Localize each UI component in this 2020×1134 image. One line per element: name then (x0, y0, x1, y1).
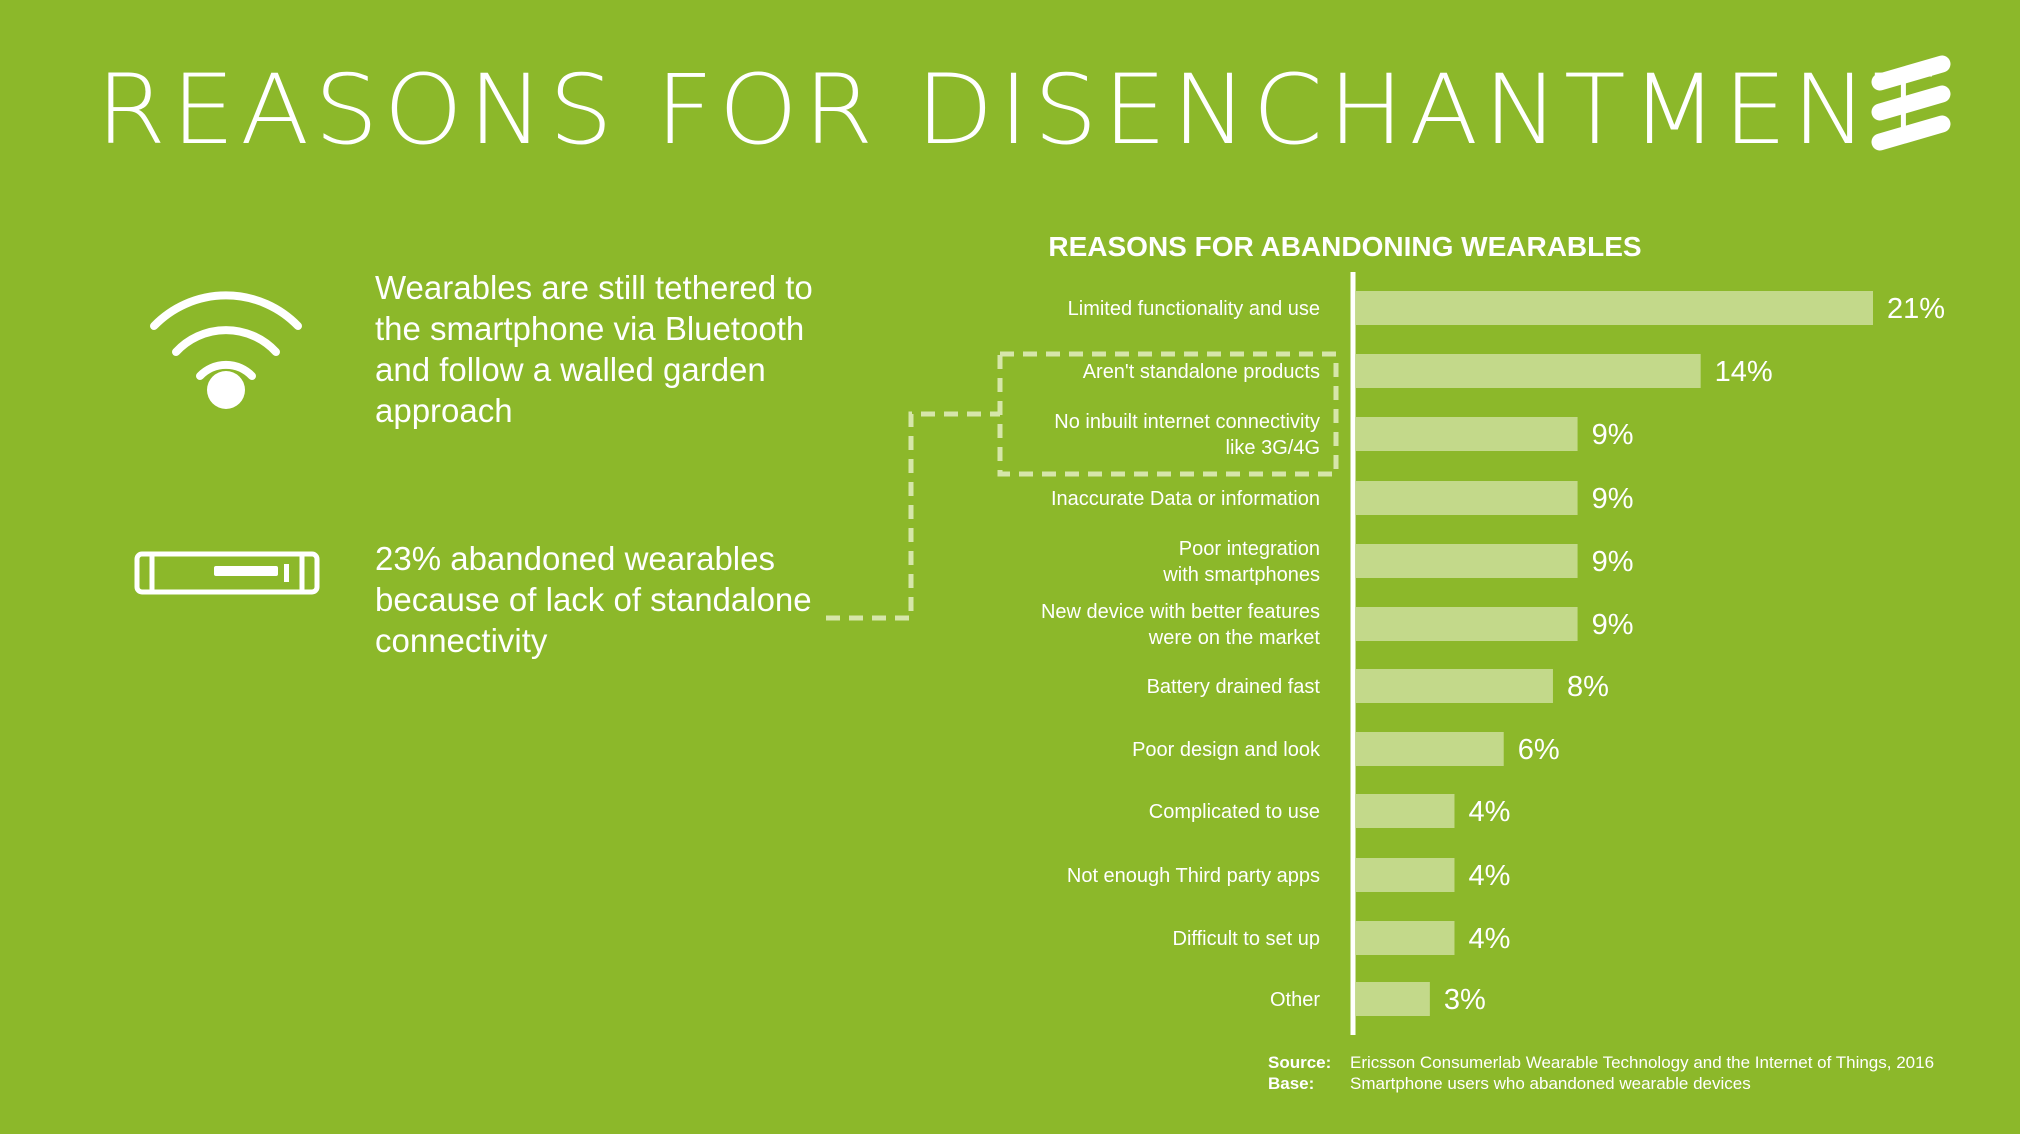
source-note: Source: Ericsson Consumerlab Wearable Tec… (1268, 1052, 1934, 1094)
category-label: New device with better features were on t… (1041, 601, 1320, 649)
category-label: No inbuilt internet connectivity like 3G/… (1054, 411, 1320, 459)
value-label: 9% (1592, 483, 1634, 515)
category-label-line: Difficult to set up (1173, 928, 1320, 950)
value-label: 9% (1592, 609, 1634, 641)
bar (1356, 354, 1701, 388)
device-icon (134, 551, 320, 595)
value-label: 4% (1468, 796, 1510, 828)
bar (1356, 417, 1578, 451)
value-label: 4% (1468, 923, 1510, 955)
category-label: Aren't standalone products (1083, 361, 1320, 383)
category-label-line: No inbuilt internet connectivity (1054, 411, 1320, 433)
category-label: Difficult to set up (1173, 928, 1320, 950)
category-label: Inaccurate Data or information (1051, 488, 1320, 510)
category-label-line: were on the market (1148, 627, 1321, 649)
source-label: Source: (1268, 1053, 1332, 1072)
bar (1356, 982, 1430, 1016)
category-label-line: Poor design and look (1132, 739, 1321, 761)
base-label: Base: (1268, 1074, 1315, 1093)
category-label-line: New device with better features (1041, 601, 1320, 623)
category-label: Not enough Third party apps (1067, 865, 1320, 887)
category-label-line: Inaccurate Data or information (1051, 488, 1320, 510)
value-label: 9% (1592, 546, 1634, 578)
bar (1356, 544, 1578, 578)
bullet-abandoned-text: 23% abandoned wearables because of lack … (375, 540, 812, 659)
bar (1356, 921, 1455, 955)
bar (1356, 732, 1504, 766)
category-label-line: Other (1270, 989, 1320, 1011)
value-label: 6% (1518, 734, 1560, 766)
value-label: 4% (1468, 860, 1510, 892)
bar (1356, 669, 1553, 703)
category-label-line: Battery drained fast (1147, 676, 1321, 698)
page-title: REASONS FOR DISENCHANTMENT (96, 54, 1940, 166)
category-label-line: Poor integration (1179, 538, 1320, 560)
value-label: 21% (1887, 293, 1945, 325)
chart-title: REASONS FOR ABANDONING WEARABLES (1048, 231, 1641, 262)
category-label-line: with smartphones (1162, 564, 1320, 586)
bar (1356, 858, 1455, 892)
category-label: Battery drained fast (1147, 676, 1321, 698)
category-label: Limited functionality and use (1068, 298, 1320, 320)
value-label: 14% (1715, 356, 1773, 388)
value-label: 9% (1592, 419, 1634, 451)
bar (1356, 794, 1455, 828)
bar (1356, 607, 1578, 641)
wifi-icon (150, 291, 302, 409)
category-label-line: Aren't standalone products (1083, 361, 1320, 383)
category-label-line: like 3G/4G (1226, 437, 1320, 459)
category-label: Poor design and look (1132, 739, 1321, 761)
bullet-tethered-text: Wearables are still tethered to the smar… (375, 269, 813, 429)
highlight-dashed-box (997, 351, 1339, 477)
value-label: 8% (1567, 671, 1609, 703)
base-text: Smartphone users who abandoned wearable … (1350, 1074, 1751, 1093)
category-label: Other (1270, 989, 1320, 1011)
category-label-line: Complicated to use (1149, 801, 1320, 823)
category-label: Complicated to use (1149, 801, 1320, 823)
category-label: Poor integration with smartphones (1162, 538, 1320, 586)
highlight-connector-line (826, 411, 1000, 621)
bar (1356, 291, 1873, 325)
category-label-line: Limited functionality and use (1068, 298, 1320, 320)
source-text: Ericsson Consumerlab Wearable Technology… (1350, 1053, 1935, 1072)
value-label: 3% (1444, 984, 1486, 1016)
bar (1356, 481, 1578, 515)
category-label-line: Not enough Third party apps (1067, 865, 1320, 887)
ericsson-logo-icon (1871, 55, 1951, 151)
